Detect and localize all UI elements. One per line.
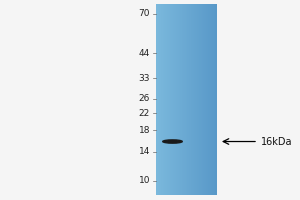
Bar (186, 4, 187, 195)
Bar (188, 4, 189, 195)
Bar (179, 4, 180, 195)
Bar (195, 4, 196, 195)
Bar (162, 4, 163, 195)
Bar (173, 4, 174, 195)
Bar (167, 4, 168, 195)
Bar (169, 4, 170, 195)
Bar (191, 4, 192, 195)
Bar (174, 4, 175, 195)
Text: 16kDa: 16kDa (261, 137, 292, 147)
Bar (207, 4, 208, 195)
Bar (212, 4, 213, 195)
Bar (171, 4, 172, 195)
Bar (165, 4, 166, 195)
Bar (201, 4, 202, 195)
Bar (196, 4, 197, 195)
Bar (156, 4, 157, 195)
Bar (182, 4, 183, 195)
Bar (176, 4, 177, 195)
Bar (199, 4, 200, 195)
Text: 10: 10 (139, 176, 150, 185)
Bar (159, 4, 160, 195)
Bar (203, 4, 204, 195)
Bar (200, 4, 201, 195)
Bar (197, 4, 198, 195)
Bar (194, 4, 195, 195)
Bar (170, 4, 171, 195)
Text: 70: 70 (139, 9, 150, 18)
Bar (202, 4, 203, 195)
Bar (189, 4, 190, 195)
Bar (183, 4, 184, 195)
Bar (157, 4, 158, 195)
Bar (215, 4, 216, 195)
Bar (210, 4, 211, 195)
Bar (206, 4, 207, 195)
Bar (185, 4, 186, 195)
Bar (184, 4, 185, 195)
Bar (158, 4, 159, 195)
Text: 33: 33 (139, 74, 150, 83)
Bar (214, 4, 215, 195)
Bar (177, 4, 178, 195)
Bar (193, 4, 194, 195)
Bar (178, 4, 179, 195)
Bar (205, 4, 206, 195)
Bar (161, 4, 162, 195)
Bar (211, 4, 212, 195)
Text: 44: 44 (139, 49, 150, 58)
Bar (209, 4, 210, 195)
Bar (208, 4, 209, 195)
Bar (175, 4, 176, 195)
Bar (204, 4, 205, 195)
Text: 18: 18 (139, 126, 150, 135)
Bar (160, 4, 161, 195)
Bar (216, 4, 217, 195)
Bar (180, 4, 181, 195)
Bar (213, 4, 214, 195)
Bar (164, 4, 165, 195)
Bar (198, 4, 199, 195)
Bar (190, 4, 191, 195)
Bar (163, 4, 164, 195)
Bar (172, 4, 173, 195)
Text: 22: 22 (139, 109, 150, 118)
Bar (181, 4, 182, 195)
Text: 26: 26 (139, 94, 150, 103)
Text: 14: 14 (139, 147, 150, 156)
Bar (192, 4, 193, 195)
Bar (187, 4, 188, 195)
Bar (168, 4, 169, 195)
Ellipse shape (163, 140, 182, 143)
